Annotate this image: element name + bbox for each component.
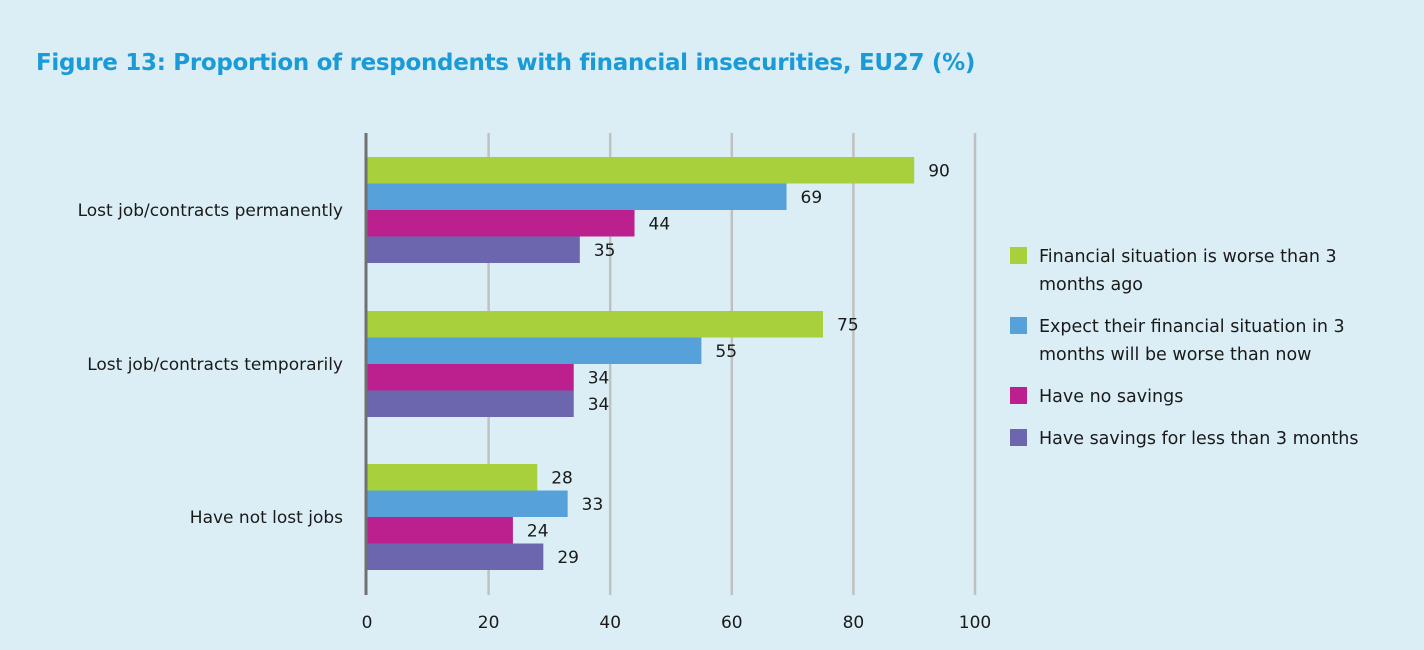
legend-swatch: [1010, 387, 1027, 404]
data-label: 34: [588, 368, 610, 388]
x-tick-label: 0: [362, 613, 373, 633]
legend-label: Have no savings: [1039, 387, 1184, 407]
bar: [367, 364, 574, 391]
bar: [367, 517, 513, 544]
x-tick-label: 100: [959, 613, 991, 633]
data-label: 75: [837, 315, 859, 335]
legend-item: Have savings for less than 3 months: [1010, 425, 1370, 453]
legend-swatch: [1010, 247, 1027, 264]
bar: [367, 337, 702, 364]
x-tick-label: 40: [599, 613, 621, 633]
bar: [367, 464, 538, 491]
data-label: 55: [715, 342, 737, 362]
bar: [367, 210, 635, 237]
x-tick-label: 20: [478, 613, 500, 633]
bar: [367, 157, 915, 184]
legend-item: Have no savings: [1010, 383, 1370, 411]
category-label: Lost job/contracts temporarily: [87, 355, 343, 375]
bar: [367, 543, 544, 570]
legend-item: Expect their financial situation in 3 mo…: [1010, 313, 1370, 369]
data-label: 24: [527, 521, 549, 541]
chart-title: Figure 13: Proportion of respondents wit…: [36, 50, 976, 76]
bar: [367, 236, 580, 263]
legend-item: Financial situation is worse than 3 mont…: [1010, 243, 1370, 299]
x-tick-label: 60: [721, 613, 743, 633]
bar: [367, 311, 823, 338]
category-label: Have not lost jobs: [190, 508, 343, 528]
x-tick-label: 80: [843, 613, 865, 633]
data-label: 69: [801, 188, 823, 208]
data-label: 28: [551, 468, 573, 488]
legend: Financial situation is worse than 3 mont…: [1010, 243, 1370, 467]
data-label: 33: [582, 495, 604, 515]
legend-label: Financial situation is worse than 3 mont…: [1039, 247, 1337, 295]
bar: [367, 390, 574, 417]
data-label: 44: [649, 214, 671, 234]
data-label: 90: [928, 161, 950, 181]
category-label: Lost job/contracts permanently: [78, 201, 343, 221]
data-label: 29: [557, 548, 579, 568]
legend-swatch: [1010, 429, 1027, 446]
bar: [367, 490, 568, 517]
legend-label: Expect their financial situation in 3 mo…: [1039, 317, 1345, 365]
data-label: 34: [588, 395, 610, 415]
bar: [367, 183, 787, 210]
data-label: 35: [594, 241, 616, 261]
legend-label: Have savings for less than 3 months: [1039, 429, 1359, 449]
legend-swatch: [1010, 317, 1027, 334]
